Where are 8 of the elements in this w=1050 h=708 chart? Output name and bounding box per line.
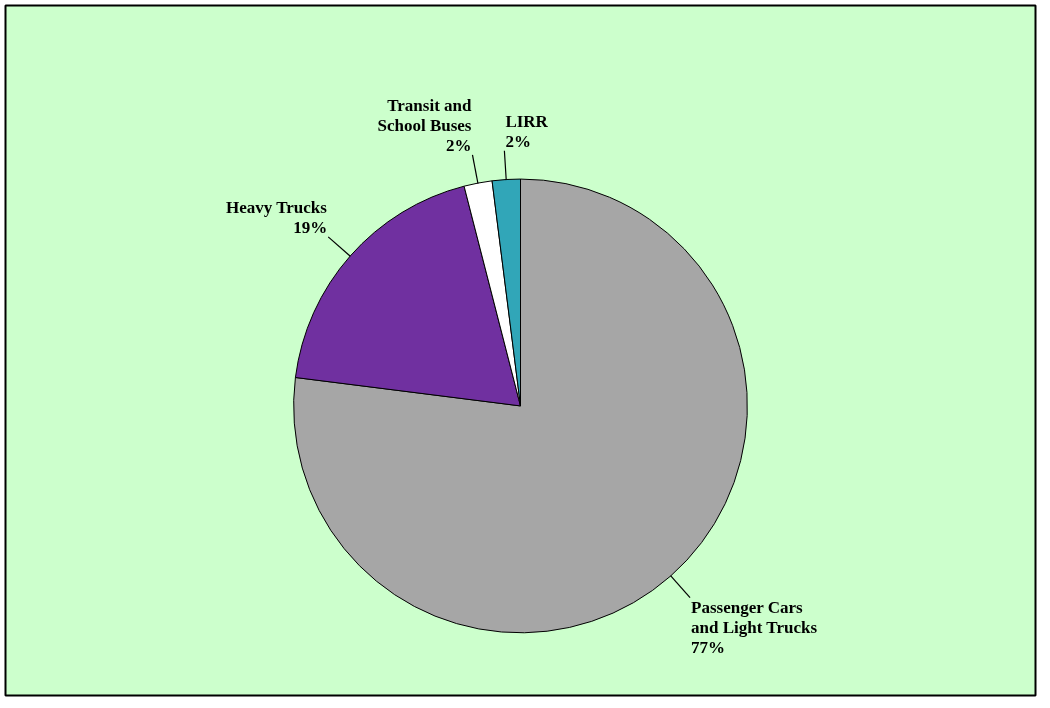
data-label: 77% (691, 637, 726, 657)
slice-label: Heavy Trucks (225, 197, 328, 217)
data-label: 2% (505, 131, 531, 151)
slice-label: Transit and School Buses (377, 95, 473, 135)
slice-label: Passenger Cars and Light Trucks (691, 597, 818, 637)
data-label: 19% (293, 217, 328, 237)
data-label: 2% (445, 135, 472, 155)
slice-label: LIRR (505, 111, 549, 131)
